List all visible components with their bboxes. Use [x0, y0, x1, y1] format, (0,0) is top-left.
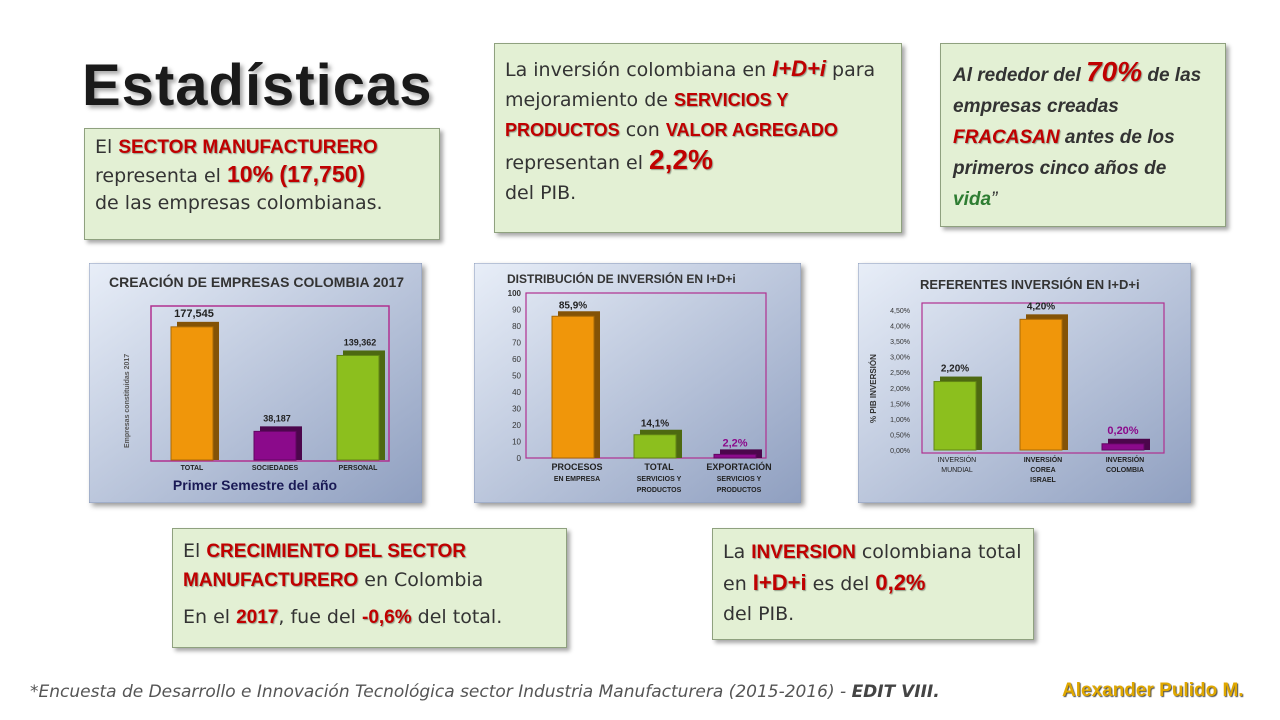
- y-tick-label: 80: [512, 322, 521, 331]
- y-tick-label: 1,50%: [890, 401, 910, 408]
- chart-background: [474, 263, 801, 503]
- y-tick-label: 10: [512, 438, 521, 447]
- plot-frame: [921, 302, 1165, 454]
- data-label: 85,9%: [559, 300, 587, 311]
- bar: [933, 381, 977, 451]
- data-label: 177,545: [174, 308, 214, 320]
- source-footnote: *Encuesta de Desarrollo e Innovación Tec…: [30, 682, 940, 702]
- category-label: EXPORTACIÓN: [706, 461, 771, 472]
- y-axis-label: Empresas constituidas 2017: [124, 354, 131, 448]
- bar-depth: [720, 449, 762, 458]
- data-label: 2,2%: [722, 437, 747, 449]
- data-label: 2,20%: [941, 364, 969, 375]
- category-label: COREA: [1030, 467, 1055, 474]
- y-tick-label: 4,00%: [890, 324, 910, 331]
- investment-box: La inversión colombiana en I+D+i para me…: [494, 43, 902, 233]
- y-axis-label: % PIB INVERSIÓN: [869, 354, 878, 423]
- data-label: 38,187: [263, 413, 291, 423]
- y-tick-label: 2,50%: [890, 370, 910, 377]
- category-label: PERSONAL: [339, 465, 379, 472]
- bar: [253, 430, 297, 461]
- company-creation-chart-svg: CREACIÓN DE EMPRESAS COLOMBIA 2017 Empres…: [89, 263, 422, 503]
- category-label: EN EMPRESA: [554, 476, 600, 483]
- y-tick-label: 0: [517, 454, 522, 463]
- chart-title: DISTRIBUCIÓN DE INVERSIÓN EN I+D+i: [507, 271, 736, 286]
- category-label: SERVICIOS Y: [637, 476, 682, 483]
- x-axis-label: Primer Semestre del año: [173, 477, 337, 493]
- y-tick-label: 30: [512, 405, 521, 414]
- bar: [1101, 443, 1145, 451]
- y-tick-label: 70: [512, 339, 521, 348]
- investment-references-chart-svg: REFERENTES INVERSIÓN EN I+D+i 0,00% 0,50% 1…: [858, 263, 1191, 503]
- data-label: 139,362: [344, 337, 377, 347]
- category-label: TOTAL: [181, 465, 204, 472]
- y-tick-label: 60: [512, 355, 521, 364]
- investment-distribution-chart-svg: DISTRIBUCIÓN DE INVERSIÓN EN I+D+i 0 10 20 3…: [474, 263, 801, 503]
- bar: [170, 326, 214, 461]
- y-tick-label: 100: [508, 289, 522, 298]
- company-creation-chart: CREACIÓN DE EMPRESAS COLOMBIA 2017 Empres…: [89, 263, 422, 503]
- category-label: INVERSIÓN: [1024, 455, 1063, 464]
- author-name: Alexander Pulido M.: [1062, 680, 1244, 701]
- category-label: PRODUCTOS: [637, 487, 682, 494]
- manufacturing-sector-highlight: SECTOR MANUFACTURERO: [118, 137, 378, 158]
- y-tick-label: 3,50%: [890, 339, 910, 346]
- failure-rate-box: Al rededor del 70% de las empresas cread…: [940, 43, 1226, 227]
- data-label: 4,20%: [1027, 301, 1055, 312]
- category-label: MUNDIAL: [941, 467, 973, 474]
- investment-references-chart: REFERENTES INVERSIÓN EN I+D+i 0,00% 0,50% 1…: [858, 263, 1191, 503]
- category-label: SOCIEDADES: [252, 465, 299, 472]
- y-tick-label: 90: [512, 306, 521, 315]
- y-tick-label: 20: [512, 421, 521, 430]
- plot-frame: [150, 305, 390, 462]
- category-label: INVERSIÓN: [1106, 455, 1145, 464]
- y-tick-label: 2,00%: [890, 386, 910, 393]
- category-label: SERVICIOS Y: [717, 476, 762, 483]
- bar: [633, 434, 677, 459]
- manufacturing-sector-box: El SECTOR MANUFACTURERO representa el 10…: [84, 128, 440, 240]
- category-label: COLOMBIA: [1106, 467, 1144, 474]
- category-label: PROCESOS: [551, 462, 602, 472]
- percent-highlight: 10% (17,750): [227, 161, 366, 187]
- bar: [551, 315, 595, 459]
- chart-title: REFERENTES INVERSIÓN EN I+D+i: [920, 277, 1140, 292]
- y-tick-label: 40: [512, 388, 521, 397]
- page-title: Estadísticas: [82, 53, 433, 118]
- data-label: 14,1%: [641, 419, 669, 430]
- y-tick-label: 4,50%: [890, 308, 910, 315]
- y-tick-label: 50: [512, 372, 521, 381]
- chart-title: CREACIÓN DE EMPRESAS COLOMBIA 2017: [109, 273, 404, 290]
- bar: [1019, 318, 1063, 451]
- category-label: INVERSIÓN: [938, 455, 977, 464]
- y-tick-label: 3,00%: [890, 355, 910, 362]
- bar: [713, 453, 757, 459]
- data-label: 0,20%: [1107, 425, 1138, 437]
- category-label: TOTAL: [644, 462, 674, 472]
- bar: [336, 354, 380, 461]
- category-label: PRODUCTOS: [717, 487, 762, 494]
- y-tick-label: 1,00%: [890, 417, 910, 424]
- growth-box: El CRECIMIENTO DEL SECTOR MANUFACTURERO …: [172, 528, 567, 648]
- y-tick-label: 0,00%: [890, 448, 910, 455]
- category-label: ISRAEL: [1030, 477, 1056, 484]
- investment-distribution-chart: DISTRIBUCIÓN DE INVERSIÓN EN I+D+i 0 10 20 3…: [474, 263, 801, 503]
- y-tick-label: 0,50%: [890, 432, 910, 439]
- gdp-investment-box: La INVERSION colombiana total en I+D+i e…: [712, 528, 1034, 640]
